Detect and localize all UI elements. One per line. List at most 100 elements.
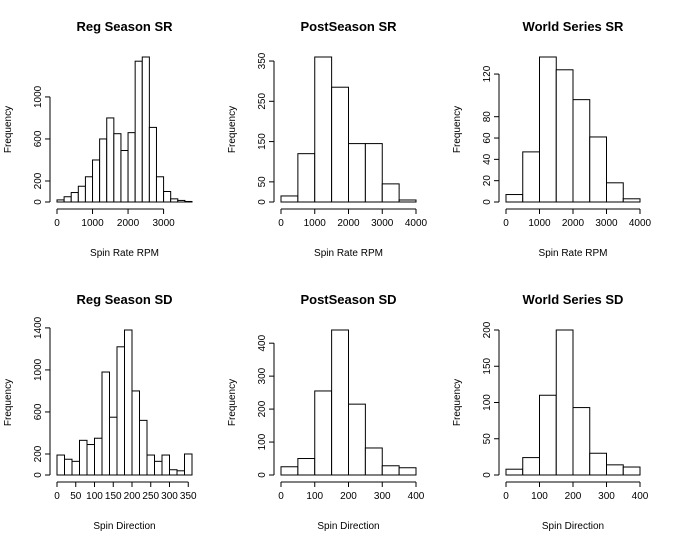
- x-axis-label: Spin Direction: [93, 521, 155, 532]
- chart-title: World Series SR: [523, 19, 625, 34]
- y-tick-label: 1000: [33, 358, 44, 381]
- histogram-bar: [64, 458, 73, 476]
- histogram-bar: [381, 183, 400, 203]
- histogram-panel: World Series SR 0 1000 2000 3000 4000 Spin Rat…: [452, 19, 652, 259]
- x-tick-label: 2000: [117, 218, 140, 229]
- histogram-bar: [539, 394, 557, 476]
- histogram-bar: [364, 447, 383, 476]
- x-tick-label: 200: [340, 491, 357, 502]
- histogram-bar: [170, 198, 179, 203]
- x-tick-label: 1000: [528, 218, 551, 229]
- y-tick-label: 300: [257, 367, 268, 384]
- y-tick-label: 0: [482, 199, 493, 205]
- histogram-bar: [572, 99, 591, 203]
- x-axis-label: Spin Rate RPM: [314, 248, 383, 259]
- x-tick-label: 0: [54, 218, 60, 229]
- y-tick-label: 250: [257, 93, 268, 110]
- histogram-bar: [622, 466, 641, 476]
- histogram-bar: [94, 437, 103, 476]
- y-axis-label: Frequency: [227, 379, 238, 426]
- x-tick-label: 2000: [562, 218, 585, 229]
- y-tick-label: 0: [33, 472, 44, 478]
- histogram-bar: [99, 138, 108, 203]
- histogram-bar: [280, 466, 299, 476]
- x-tick-label: 3000: [152, 218, 175, 229]
- y-tick-label: 1000: [33, 85, 44, 108]
- histogram-panel: World Series SD 0 100 200 300 400 Spin Directi…: [452, 292, 649, 532]
- histogram-panel: PostSeason SD 0 100 200 300 400 Spin Direction…: [227, 292, 425, 532]
- histogram-bar: [56, 199, 65, 203]
- y-tick-label: 0: [482, 472, 493, 478]
- x-axis-label: Spin Direction: [317, 521, 379, 532]
- x-axis-label: Spin Rate RPM: [90, 248, 159, 259]
- histogram-bar: [155, 176, 165, 203]
- y-tick-label: 100: [482, 394, 493, 411]
- y-tick-label: 150: [257, 133, 268, 150]
- x-tick-label: 350: [180, 491, 197, 502]
- histogram-bar: [505, 194, 524, 203]
- x-tick-label: 150: [105, 491, 122, 502]
- histogram-bar: [139, 419, 148, 476]
- histogram-bar: [280, 195, 299, 203]
- y-tick-label: 200: [257, 400, 268, 417]
- histogram-bar: [398, 199, 417, 203]
- y-tick-label: 350: [257, 52, 268, 69]
- x-tick-label: 4000: [629, 218, 652, 229]
- y-tick-label: 80: [482, 111, 493, 123]
- histogram-bar: [77, 185, 86, 203]
- histogram-bar: [86, 444, 95, 476]
- histogram-bar: [101, 371, 110, 476]
- histogram-bar: [398, 467, 417, 476]
- x-tick-label: 200: [565, 491, 582, 502]
- x-tick-label: 0: [54, 491, 60, 502]
- histogram-bar: [176, 470, 185, 476]
- x-tick-label: 0: [503, 218, 509, 229]
- histogram-panel: Reg Season SR 0 1000 2000 3000 Spin Rate RPM 0…: [3, 19, 193, 259]
- histogram-bar: [106, 117, 115, 203]
- x-tick-label: 100: [86, 491, 103, 502]
- histogram-bar: [522, 457, 540, 476]
- histogram-bar: [314, 390, 333, 476]
- y-tick-label: 1400: [33, 316, 44, 339]
- y-tick-label: 400: [257, 334, 268, 351]
- histogram-bar: [92, 159, 101, 203]
- y-tick-label: 40: [482, 153, 493, 165]
- y-axis-label: Frequency: [3, 106, 14, 153]
- y-axis-label: Frequency: [227, 106, 238, 153]
- histogram-bar: [146, 454, 155, 476]
- histogram-bar: [572, 407, 591, 476]
- y-tick-label: 120: [482, 65, 493, 82]
- histogram-bar: [381, 465, 400, 476]
- y-tick-label: 200: [33, 172, 44, 189]
- histogram-bar: [134, 60, 143, 203]
- x-tick-label: 0: [503, 491, 509, 502]
- y-tick-label: 200: [482, 321, 493, 338]
- y-axis-label: Frequency: [452, 379, 463, 426]
- chart-title: PostSeason SR: [300, 19, 397, 34]
- chart-title: World Series SD: [523, 292, 624, 307]
- histogram-bar: [348, 143, 366, 203]
- histogram-bar: [589, 452, 607, 476]
- x-tick-label: 1000: [81, 218, 104, 229]
- x-tick-label: 400: [408, 491, 425, 502]
- y-tick-label: 600: [33, 130, 44, 147]
- x-tick-label: 50: [70, 491, 82, 502]
- x-tick-label: 400: [632, 491, 649, 502]
- y-tick-label: 50: [482, 433, 493, 445]
- y-axis-label: Frequency: [3, 379, 14, 426]
- y-tick-label: 0: [257, 472, 268, 478]
- y-tick-label: 100: [257, 433, 268, 450]
- histogram-bar: [161, 454, 170, 476]
- histogram-bar: [184, 453, 193, 476]
- y-tick-label: 0: [33, 199, 44, 205]
- y-tick-label: 200: [33, 445, 44, 462]
- histogram-bar: [141, 56, 150, 203]
- y-tick-label: 600: [33, 403, 44, 420]
- histogram-bar: [169, 469, 178, 476]
- histogram-bar: [177, 199, 186, 203]
- histogram-bar: [113, 133, 122, 203]
- histogram-bar: [71, 460, 80, 476]
- histogram-bar: [348, 403, 366, 476]
